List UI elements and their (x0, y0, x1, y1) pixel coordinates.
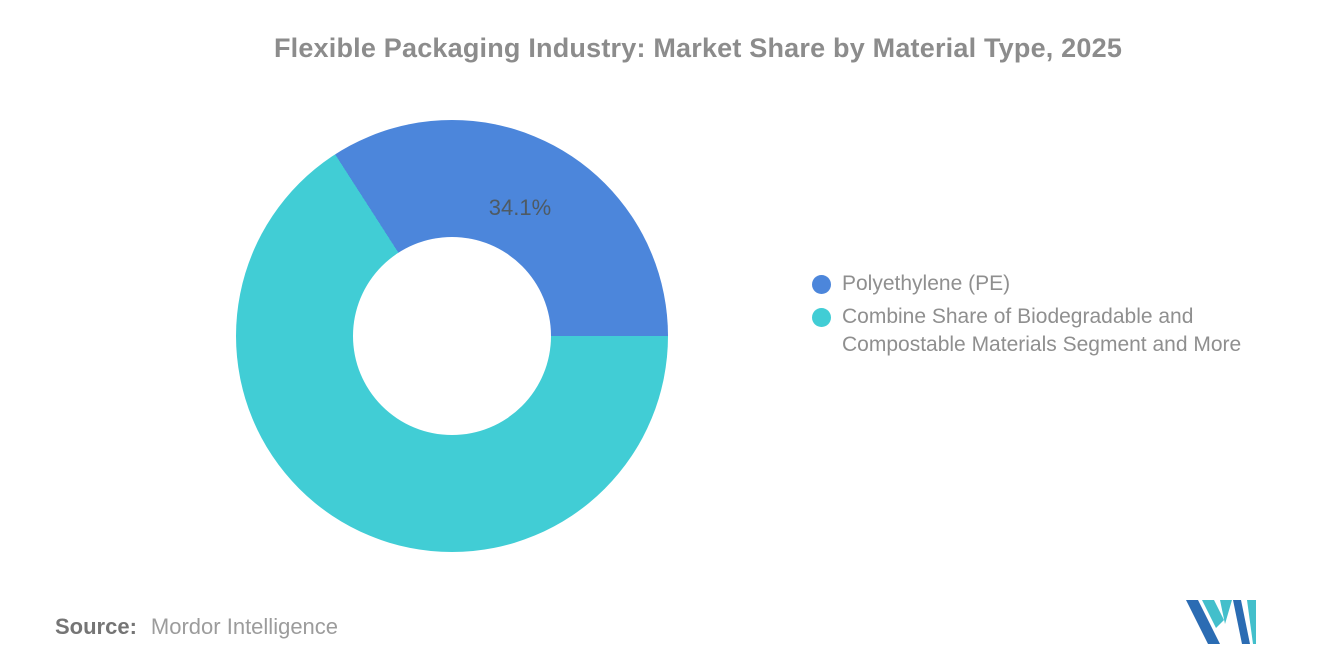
slice-data-label: 34.1% (488, 195, 552, 220)
legend-item-biodegradable: Combine Share of Biodegradable and Compo… (812, 303, 1242, 359)
legend-item-label: Combine Share of Biodegradable and Compo… (842, 305, 1242, 356)
legend-swatch-icon (812, 275, 831, 294)
legend-swatch-icon (812, 308, 831, 327)
source-value: Mordor Intelligence (150, 614, 339, 639)
source-label: Source: (55, 614, 137, 639)
legend-item-label: Polyethylene (PE) (842, 272, 1011, 295)
donut-hole (353, 237, 551, 435)
legend: Polyethylene (PE) Combine Share of Biode… (812, 270, 1242, 359)
legend-item-polyethylene: Polyethylene (PE) (812, 270, 1242, 298)
page-title: Flexible Packaging Industry: Market Shar… (273, 33, 1123, 63)
mordor-intelligence-logo-icon (1186, 600, 1256, 644)
source-line: Source: Mordor Intelligence (55, 612, 338, 642)
donut-chart-area: 34.1% (236, 120, 668, 552)
